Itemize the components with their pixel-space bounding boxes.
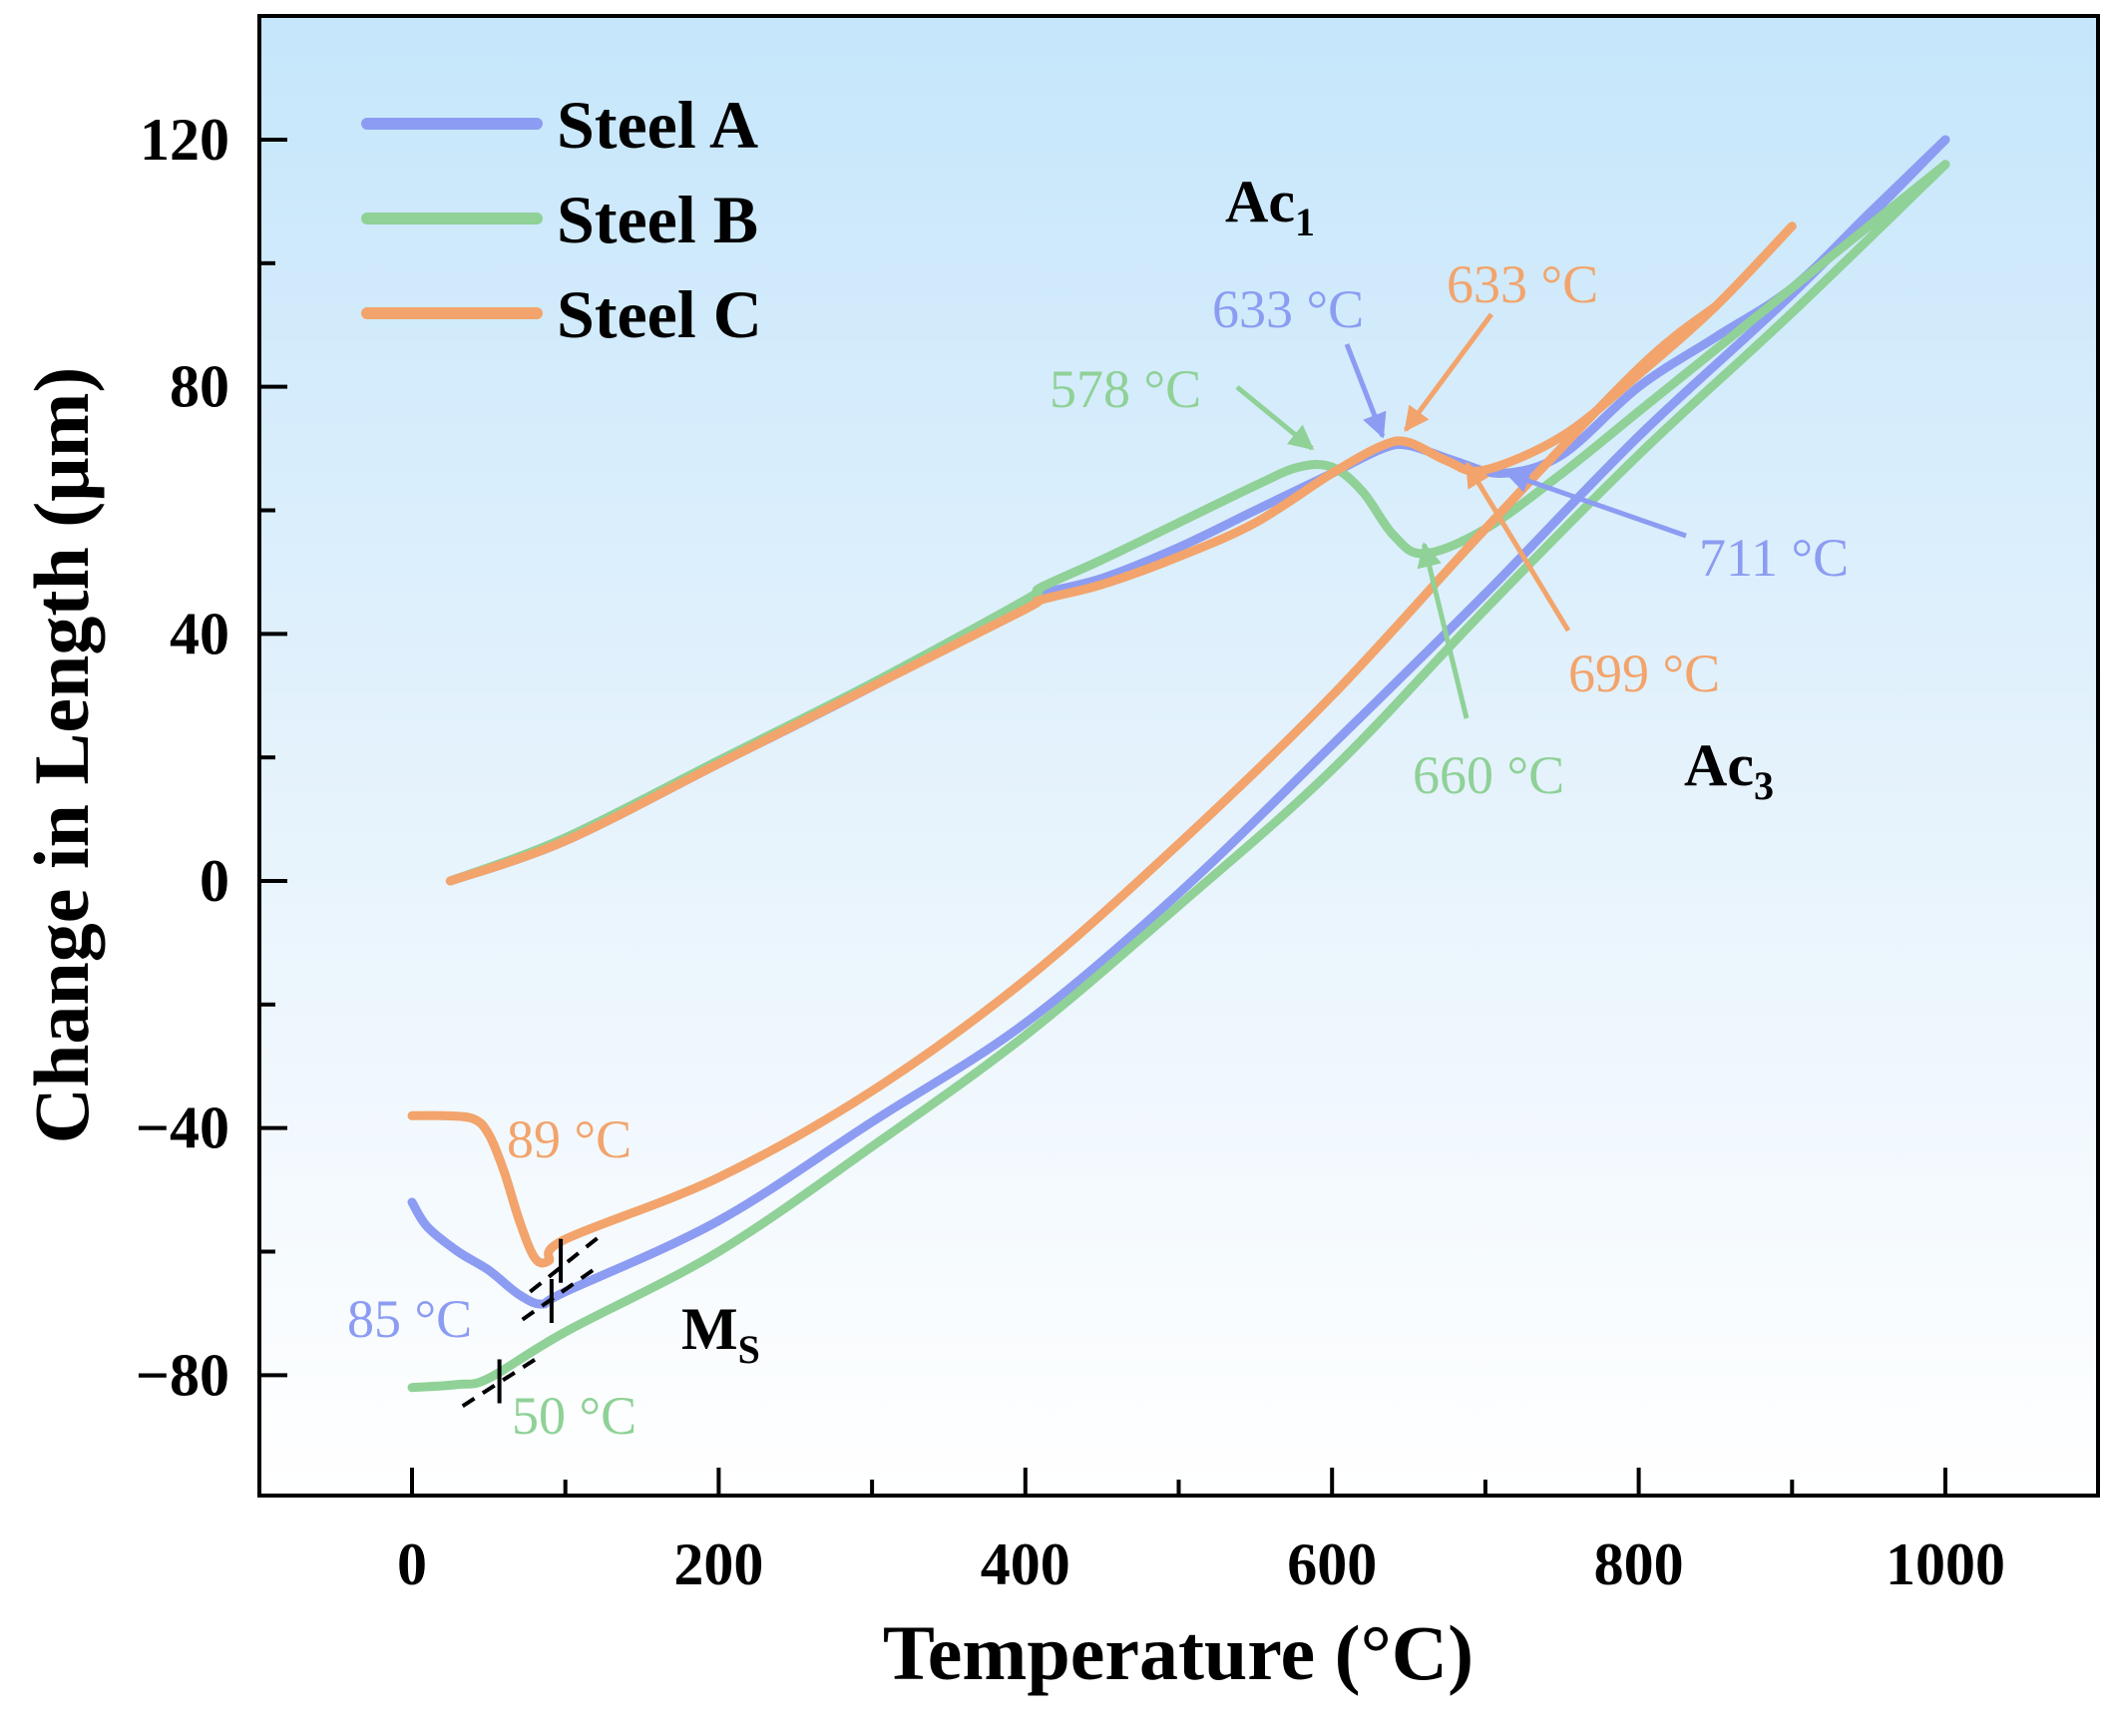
- annotation-arrow: [1465, 461, 1571, 633]
- x-tick-label: 200: [673, 1531, 763, 1597]
- series-layer: [407, 135, 1950, 1393]
- steel-b-cooling-curve: [407, 160, 1950, 1393]
- x-tick-label: 1000: [1886, 1531, 2005, 1597]
- steel-c-ac1-label: 633 °C: [1447, 254, 1598, 314]
- legend-label-steel-b: Steel B: [557, 182, 758, 257]
- x-tick-label: 600: [1287, 1531, 1377, 1597]
- ac1-label: Ac1: [1225, 169, 1315, 244]
- x-axis-title: Temperature (°C): [883, 1609, 1474, 1696]
- plot-background: [259, 16, 2098, 1496]
- ms-tangent-line: [529, 1231, 606, 1294]
- annotation-arrow: [1344, 343, 1387, 439]
- steel-b-ac1-label: 578 °C: [1050, 359, 1201, 419]
- steel-b-ac3-label: 660 °C: [1413, 745, 1564, 805]
- y-tick-label: 120: [140, 107, 229, 173]
- annotation-arrow: [1504, 468, 1687, 539]
- x-tick-labels: 0 200 400 600 800 1000: [397, 1531, 2005, 1597]
- annotation-arrow: [1417, 542, 1470, 719]
- y-tick-label: −80: [136, 1342, 229, 1408]
- annotation-arrow: [1235, 385, 1315, 451]
- ac3-label: Ac3: [1684, 732, 1774, 808]
- y-tick-label: −40: [136, 1095, 229, 1161]
- y-axis-title: Change in Length (μm): [18, 367, 105, 1144]
- x-tick-label: 800: [1594, 1531, 1684, 1597]
- steel-a-ms-label: 85 °C: [347, 1289, 472, 1349]
- axis-ticks: [259, 138, 1947, 1496]
- y-tick-label: 40: [170, 601, 229, 666]
- y-tick-label: 0: [200, 848, 229, 914]
- steel-a-ac3-label: 711 °C: [1699, 528, 1849, 588]
- annotation-arrows: [1235, 312, 1687, 719]
- legend: Steel A Steel B Steel C: [361, 87, 762, 352]
- y-tick-label: 80: [170, 354, 229, 420]
- steel-c-ms-label: 89 °C: [507, 1109, 632, 1169]
- legend-label-steel-c: Steel C: [557, 276, 762, 352]
- steel-a-cooling-curve: [407, 135, 1950, 1309]
- ms-label: MS: [681, 1296, 760, 1372]
- annotation-arrow: [1403, 312, 1494, 433]
- steel-c-ac3-label: 699 °C: [1568, 644, 1720, 703]
- legend-label-steel-a: Steel A: [557, 87, 758, 163]
- y-tick-labels: −80 −40 0 40 80 120: [136, 107, 229, 1408]
- steel-c-cooling-curve: [407, 301, 1720, 1268]
- steel-b-ms-label: 50 °C: [512, 1386, 636, 1446]
- ms-construction-lines: [461, 1231, 606, 1408]
- x-tick-label: 400: [981, 1531, 1070, 1597]
- x-tick-label: 0: [397, 1531, 427, 1597]
- steel-a-ac1-label: 633 °C: [1212, 279, 1364, 339]
